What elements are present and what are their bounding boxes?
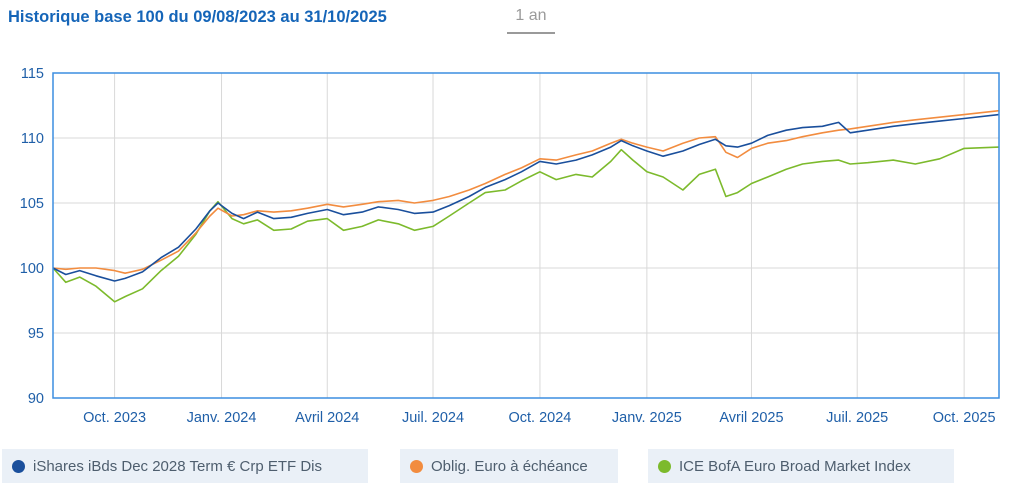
x-tick-label: Avril 2025 [719, 410, 783, 426]
series-line-0 [52, 113, 1000, 282]
legend-dot-ishares [12, 459, 25, 473]
legend-dot-oblig-euro [410, 459, 423, 473]
legend-item-ishares[interactable]: iShares iBds Dec 2028 Term € Crp ETF Dis [2, 449, 368, 483]
series-layer [52, 109, 1000, 303]
grid-layer [53, 73, 999, 398]
plot-frame [52, 72, 1000, 399]
x-tick-label: Juil. 2024 [402, 410, 464, 426]
x-tick-label: Oct. 2024 [509, 410, 572, 426]
x-tick-label: Avril 2024 [295, 410, 359, 426]
y-tick-label: 100 [20, 261, 44, 277]
y-tick-label: 105 [20, 196, 44, 212]
y-tick-label: 110 [21, 131, 44, 147]
legend-label-ice-bofa: ICE BofA Euro Broad Market Index [679, 457, 911, 475]
legend-label-ishares: iShares iBds Dec 2028 Term € Crp ETF Dis [33, 457, 322, 475]
legend-label-oblig-euro: Oblig. Euro à échéance [431, 457, 588, 475]
legend: iShares iBds Dec 2028 Term € Crp ETF Dis… [0, 449, 1024, 483]
x-tick-label: Oct. 2023 [83, 410, 146, 426]
legend-item-oblig-euro[interactable]: Oblig. Euro à échéance [400, 449, 618, 483]
x-tick-label: Janv. 2025 [612, 410, 682, 426]
x-tick-label: Janv. 2024 [187, 410, 257, 426]
x-tick-label: Juil. 2025 [826, 410, 888, 426]
range-tab-1-year[interactable]: 1 an [507, 6, 555, 34]
y-tick-label: 115 [21, 66, 44, 82]
legend-item-ice-bofa[interactable]: ICE BofA Euro Broad Market Index [648, 449, 954, 483]
legend-dot-ice-bofa [658, 459, 671, 473]
series-line-1 [52, 109, 1000, 275]
chart-area[interactable]: 90 95 100 105 110 115 Oct. 2023 Janv. 2024 Avril… [0, 0, 1024, 445]
tick-layer: 90 95 100 105 110 115 Oct. 2023 Janv. 2024 Avril… [20, 66, 996, 426]
x-tick-label: Oct. 2025 [933, 410, 996, 426]
y-tick-label: 90 [28, 391, 44, 407]
chart-title: Historique base 100 du 09/08/2023 au 31/… [8, 8, 387, 26]
y-tick-label: 95 [28, 326, 44, 342]
